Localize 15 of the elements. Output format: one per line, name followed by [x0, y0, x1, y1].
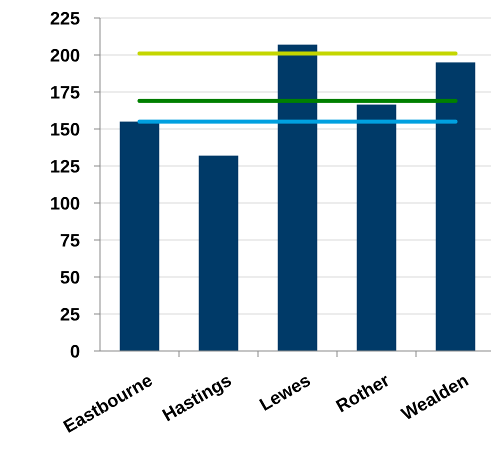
y-tick-label: 25: [60, 304, 80, 324]
bar: [278, 44, 318, 351]
y-tick-label: 150: [50, 119, 80, 140]
bar: [198, 156, 238, 351]
y-tick-label: 100: [50, 193, 80, 214]
y-tick-label: 200: [50, 45, 80, 66]
y-tick-label: 175: [50, 82, 80, 102]
bar: [120, 122, 160, 351]
y-tick-label: 75: [60, 230, 80, 250]
bar: [436, 62, 476, 351]
y-tick-label: 0: [70, 341, 80, 362]
y-tick-label: 125: [50, 156, 80, 176]
y-tick-label: 50: [60, 267, 80, 288]
y-tick-label: 225: [50, 8, 80, 28]
bar: [356, 104, 396, 351]
